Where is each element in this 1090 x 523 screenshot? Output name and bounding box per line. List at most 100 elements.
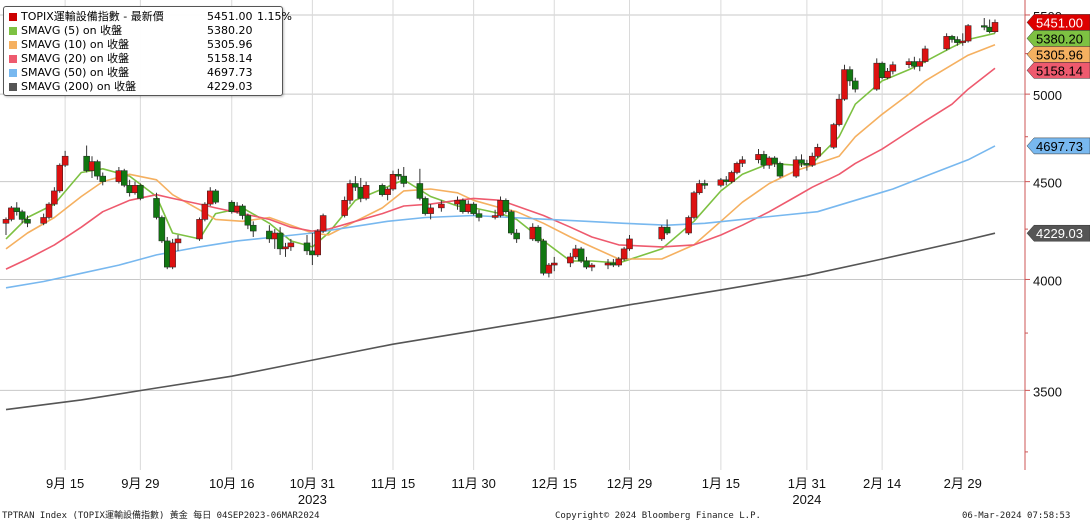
candle-body xyxy=(610,262,617,266)
legend-item: SMAVG (200) on 收盤 4229.03 xyxy=(9,80,278,94)
legend-swatch xyxy=(9,55,17,63)
candle-body xyxy=(776,163,784,177)
x-tick-label: 1月 31 xyxy=(788,476,826,491)
candle-body xyxy=(696,183,703,194)
candle-body xyxy=(459,200,467,212)
candle-body xyxy=(921,48,929,62)
candle-body xyxy=(852,80,859,90)
y-tick-label: 4000 xyxy=(1033,273,1062,288)
legend-item: SMAVG (50) on 收盤 4697.73 xyxy=(9,66,278,80)
price-tag-label: 5305.96 xyxy=(1036,47,1083,62)
candle-body xyxy=(309,250,316,256)
x-tick-label: 10月 31 xyxy=(290,476,336,491)
candle-body xyxy=(508,211,515,234)
candle-body xyxy=(115,170,123,182)
candle-body xyxy=(954,39,961,43)
price-tag-label: 4697.73 xyxy=(1036,139,1083,154)
candle-body xyxy=(201,203,209,220)
candle-body xyxy=(534,226,542,242)
legend-label: SMAVG (5) on 收盤 xyxy=(21,24,123,37)
price-tag-label: 4229.03 xyxy=(1036,226,1083,241)
candle-body xyxy=(572,248,579,258)
candle-body xyxy=(470,203,477,214)
candle-body xyxy=(755,154,762,161)
legend-label: SMAVG (10) on 收盤 xyxy=(21,38,130,51)
candle-body xyxy=(491,215,499,218)
candle-body xyxy=(282,246,289,250)
candle-body xyxy=(577,248,585,262)
x-tick-label: 9月 29 xyxy=(121,476,159,491)
legend-swatch xyxy=(9,83,17,91)
legend-swatch xyxy=(9,27,17,35)
chart-legend: TOPIX運輸設備指數 - 最新價 5451.00 1.15% SMAVG (5… xyxy=(3,6,292,96)
candle-body xyxy=(357,186,364,199)
y-tick-label: 3500 xyxy=(1033,384,1062,399)
x-tick-label: 1月 15 xyxy=(702,476,740,491)
candle-body xyxy=(207,190,214,205)
candle-body xyxy=(981,25,988,28)
candle-body xyxy=(733,163,741,173)
candle-body xyxy=(83,155,90,171)
y-tick-label: 5000 xyxy=(1033,88,1062,103)
price-tag-label: 5158.14 xyxy=(1036,63,1083,78)
candle-body xyxy=(266,230,273,240)
legend-swatch xyxy=(9,41,17,49)
candle-body xyxy=(830,124,837,148)
candle-body xyxy=(717,179,725,186)
candle-body xyxy=(583,260,590,268)
year-label: 2023 xyxy=(298,492,327,507)
ma-line xyxy=(5,232,996,411)
candle-body xyxy=(685,217,692,234)
candle-body xyxy=(873,62,880,90)
candle-body xyxy=(846,69,854,82)
candle-body xyxy=(362,185,370,199)
candle-body xyxy=(276,232,284,250)
candle-body xyxy=(94,161,101,177)
legend-item: SMAVG (10) on 收盤 5305.96 xyxy=(9,38,278,52)
candle-body xyxy=(250,224,257,232)
candle-body xyxy=(771,157,778,164)
legend-label: SMAVG (50) on 收盤 xyxy=(21,66,130,79)
candle-body xyxy=(502,200,510,212)
candle-body xyxy=(212,190,219,203)
candle-body xyxy=(728,172,735,182)
year-label: 2024 xyxy=(792,492,821,507)
legend-item: TOPIX運輸設備指數 - 最新價 5451.00 1.15% xyxy=(9,10,292,24)
candle-body xyxy=(174,238,182,244)
candle-body xyxy=(56,164,63,192)
legend-swatch xyxy=(9,13,17,21)
candle-body xyxy=(529,226,536,240)
x-tick-label: 9月 15 xyxy=(46,476,84,491)
candle-body xyxy=(723,179,730,182)
candle-body xyxy=(545,264,553,274)
candle-body xyxy=(287,242,295,248)
candle-body xyxy=(438,203,445,209)
candle-body xyxy=(18,211,26,220)
candle-body xyxy=(551,262,558,266)
candle-body xyxy=(739,159,746,164)
candle-body xyxy=(792,159,800,177)
candle-body xyxy=(13,207,20,212)
candle-body xyxy=(389,174,397,190)
candle-body xyxy=(615,258,622,266)
candle-body xyxy=(454,200,461,205)
candle-body xyxy=(760,154,768,166)
candle-body xyxy=(99,175,106,182)
candle-body xyxy=(24,219,31,224)
candle-body xyxy=(228,201,235,212)
x-tick-label: 11月 30 xyxy=(451,476,496,491)
candle-body xyxy=(233,205,241,212)
x-tick-label: 12月 29 xyxy=(607,476,653,491)
legend-label: SMAVG (20) on 收盤 xyxy=(21,52,130,65)
footer-timestamp: 06-Mar-2024 07:58:53 xyxy=(962,511,1071,521)
candle-body xyxy=(131,185,139,194)
legend-value: 4229.03 xyxy=(207,80,253,93)
candle-body xyxy=(620,248,628,260)
candle-body xyxy=(271,232,278,240)
x-tick-label: 12月 15 xyxy=(531,476,577,491)
candle-body xyxy=(314,230,321,256)
candle-body xyxy=(400,175,407,184)
x-tick-label: 11月 15 xyxy=(371,476,416,491)
ma-line xyxy=(5,67,996,270)
